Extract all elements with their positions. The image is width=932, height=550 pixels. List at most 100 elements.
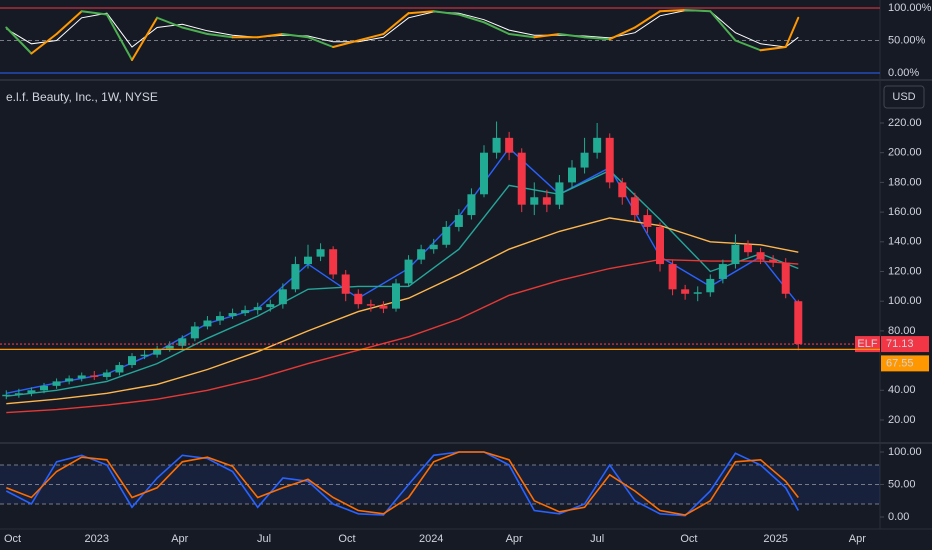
symbol-tag-label: ELF	[857, 338, 877, 350]
y-tick-label: 100.00%	[888, 2, 932, 14]
indicator-segment	[508, 33, 536, 39]
candle-body	[530, 197, 539, 205]
candle-body	[555, 182, 564, 205]
indicator-segment	[105, 13, 133, 61]
y-tick-label: 80.00	[888, 325, 916, 337]
indicator-segment	[357, 33, 385, 42]
y-tick-label: 220.00	[888, 117, 922, 129]
candle-body	[492, 137, 501, 153]
candle-body	[392, 283, 400, 309]
indicator-segment	[709, 10, 737, 42]
candle-body	[568, 167, 576, 183]
x-tick-label: Oct	[680, 533, 697, 545]
price-tag-label: 71.13	[886, 338, 914, 350]
x-tick-label: Apr	[849, 533, 866, 545]
candle-body	[77, 375, 86, 379]
indicator-segment	[80, 10, 108, 16]
indicator-segment	[784, 16, 800, 48]
indicator-segment	[734, 39, 762, 52]
candle-body	[65, 378, 74, 382]
candle-body	[706, 278, 715, 293]
x-tick-label: 2024	[419, 533, 443, 545]
y-tick-label: 40.00	[888, 384, 916, 396]
currency-label[interactable]: USD	[892, 91, 915, 103]
indicator-segment	[583, 36, 611, 41]
candle-body	[190, 326, 199, 339]
indicator-segment	[30, 33, 58, 55]
candle-body	[769, 259, 778, 263]
candle-body	[605, 137, 614, 183]
candle-body	[316, 249, 325, 257]
candle-body	[480, 152, 488, 195]
currency-button[interactable]	[883, 85, 925, 109]
indicator-segment	[558, 33, 586, 39]
indicator-segment	[5, 26, 33, 55]
y-tick-label: 140.00	[888, 236, 922, 248]
indicator-segment	[608, 26, 636, 41]
x-tick-label: Jul	[257, 533, 271, 545]
indicator-segment	[533, 33, 561, 39]
y-tick-label: 160.00	[888, 206, 922, 218]
indicator-line	[5, 451, 799, 517]
candle-body	[693, 292, 702, 294]
candle-body	[14, 393, 23, 395]
candle-body	[781, 262, 790, 294]
x-tick-label: Jul	[590, 533, 604, 545]
indicator-segment	[407, 10, 435, 15]
candle-body	[593, 137, 602, 153]
indicator-segment	[281, 33, 309, 39]
indicator-segment	[382, 12, 410, 35]
candle-body	[794, 301, 803, 345]
indicator-segment	[55, 10, 83, 35]
y-tick-label: 0.00	[888, 511, 909, 523]
y-tick-label: 180.00	[888, 176, 922, 188]
indicator-line	[6, 10, 799, 48]
x-tick-label: 2023	[85, 533, 109, 545]
candle-body	[442, 226, 451, 245]
candle-body	[203, 320, 212, 327]
indicator-segment	[332, 39, 360, 48]
candle-body	[744, 244, 752, 253]
indicator-segment	[759, 46, 787, 52]
candle-body	[2, 394, 11, 397]
indicator-line	[6, 451, 799, 516]
level-band	[0, 465, 880, 504]
candle-body	[454, 215, 463, 227]
chart-title: e.l.f. Beauty, Inc., 1W, NYSE	[6, 90, 158, 104]
indicator-segment	[633, 10, 661, 29]
x-tick-label: 2025	[763, 533, 787, 545]
candle-body	[266, 304, 275, 308]
indicator-segment	[659, 8, 687, 13]
x-tick-label: Apr	[171, 533, 188, 545]
y-tick-label: 50.00	[888, 478, 916, 490]
candle-body	[718, 264, 727, 279]
price-tag	[881, 355, 929, 372]
candle-body	[27, 390, 36, 394]
x-tick-label: Apr	[506, 533, 523, 545]
candle-body	[643, 215, 652, 227]
candle-body	[668, 264, 677, 290]
candle-body	[341, 274, 350, 294]
candle-body	[128, 356, 136, 366]
candle-body	[505, 137, 514, 153]
x-tick-label: Oct	[338, 533, 355, 545]
candle-body	[140, 354, 149, 357]
candle-body	[216, 316, 224, 321]
candle-body	[630, 197, 639, 216]
candle-body	[379, 305, 388, 309]
candle-body	[756, 252, 765, 260]
y-tick-label: 200.00	[888, 147, 922, 159]
candle-body	[278, 289, 287, 305]
candle-body	[304, 256, 312, 265]
y-tick-label: 100.00	[888, 446, 922, 458]
indicator-segment	[131, 16, 159, 61]
candle-body	[40, 385, 48, 391]
candle-body	[417, 249, 426, 260]
candle-body	[681, 289, 690, 294]
candle-body	[467, 194, 476, 216]
candle-body	[542, 197, 551, 205]
candle-body	[253, 307, 262, 311]
candle-body	[366, 304, 375, 306]
